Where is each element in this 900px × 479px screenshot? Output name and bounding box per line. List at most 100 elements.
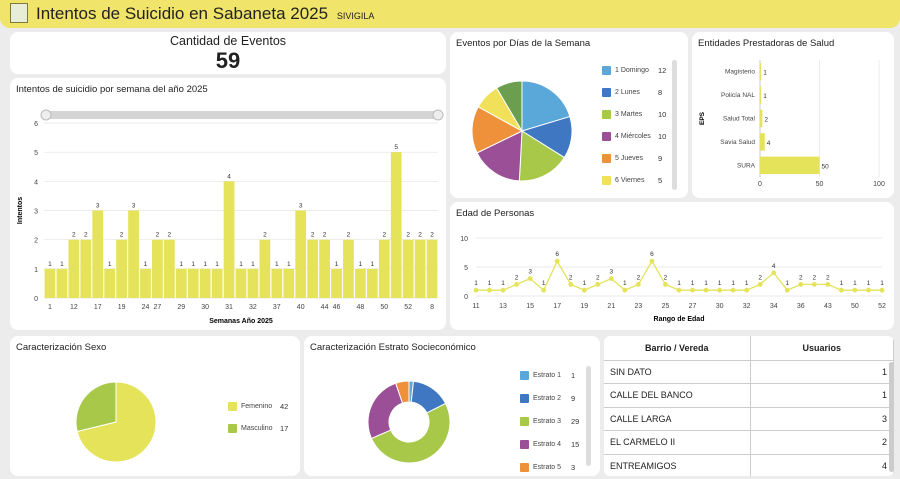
eps-chart-title: Entidades Prestadoras de Salud (698, 38, 835, 49)
barrio-cell: CALLE LARGA (604, 407, 751, 431)
usuarios-cell: 4 (750, 454, 894, 476)
usuarios-cell: 1 (750, 383, 894, 408)
sex-pie-slice (75, 381, 117, 433)
x-tick-label: 17 (553, 303, 561, 310)
point-value-label: 2 (664, 274, 668, 281)
x-tick-label: 36 (797, 303, 805, 310)
point-value-label: 6 (555, 251, 559, 258)
table-row[interactable]: EL CARMELO II 2 (604, 430, 894, 455)
legend-label: 2 Lunes (615, 89, 640, 96)
bar-value-label: 1 (275, 261, 279, 268)
table-row[interactable]: SIN DATO 1 (604, 360, 894, 384)
y-tick-label: 5 (34, 150, 38, 157)
bar-value-label: 1 (203, 261, 207, 268)
legend-item[interactable]: 6 Viernes 5 (602, 176, 662, 185)
bar (140, 268, 151, 298)
page-title-text: Intentos de Suicidio en Sabaneta 2025 (36, 4, 329, 23)
bar-value-label: 2 (406, 232, 410, 239)
data-point (852, 287, 858, 293)
category-label: Savia Salud (720, 139, 755, 146)
legend-swatch (602, 154, 611, 163)
x-tick-label: 13 (499, 303, 507, 310)
bar-value-label: 1 (108, 261, 112, 268)
barrio-cell: ENTREAMIGOS (604, 454, 751, 476)
bar (116, 239, 127, 298)
legend-item[interactable]: Estrato 3 29 (520, 417, 579, 426)
x-tick-label: 17 (94, 304, 102, 311)
legend-item[interactable]: Estrato 5 3 (520, 463, 575, 472)
kpi-value: 59 (215, 48, 241, 73)
data-point (514, 282, 519, 287)
data-point (744, 287, 750, 293)
x-tick-label: 21 (607, 303, 615, 310)
column-header-usuarios[interactable]: Usuarios (750, 336, 894, 361)
bar-value-label: 50 (822, 163, 830, 170)
data-point (622, 287, 628, 293)
barrio-cell: EL CARMELO II (604, 430, 751, 455)
point-value-label: 1 (691, 280, 695, 287)
x-tick-label: 37 (273, 304, 281, 311)
kpi-card: Cantidad de Eventos 59 (10, 32, 446, 74)
legend-item[interactable]: Femenino 42 (228, 402, 288, 411)
data-point (717, 287, 722, 293)
estrato-chart-card: Caracterización Estrato Socieconómico Es… (304, 336, 600, 476)
bar-value-label: 2 (430, 232, 434, 239)
data-point (581, 287, 587, 293)
legend-swatch (228, 402, 237, 411)
bar (128, 210, 139, 298)
legend-item[interactable]: 3 Martes 10 (602, 110, 666, 119)
bar-value-label: 2 (156, 232, 160, 239)
legend-item[interactable]: Estrato 2 9 (520, 394, 575, 403)
data-point (730, 287, 736, 293)
legend-item[interactable]: 2 Lunes 8 (602, 88, 662, 97)
x-tick-label: 19 (118, 304, 126, 311)
point-value-label: 1 (731, 280, 735, 287)
legend-swatch (520, 394, 529, 403)
days-pie-slice (476, 130, 523, 182)
bar-value-label: 2 (168, 232, 172, 239)
bar (104, 268, 116, 298)
legend-value: 9 (571, 394, 576, 403)
point-value-label: 1 (677, 280, 681, 287)
legend-item[interactable]: 4 Miércoles 10 (602, 132, 666, 141)
legend-item[interactable]: Masculino 17 (228, 424, 288, 433)
bar-value-label: 1 (763, 93, 767, 100)
legend-item[interactable]: Estrato 1 1 (520, 371, 575, 380)
days-chart-card: Eventos por Días de la Semana 1 Domingo 1… (450, 32, 688, 198)
legend-value: 12 (658, 66, 667, 75)
category-label: Magisterio (725, 69, 755, 76)
days-legend-scrollbar[interactable] (672, 60, 677, 190)
table-row[interactable]: ENTREAMIGOS 4 (604, 454, 894, 476)
estrato-legend-scrollbar[interactable] (586, 366, 591, 466)
bar-value-label: 1 (371, 261, 375, 268)
x-tick-label: 32 (743, 303, 751, 310)
x-tick-label: 11 (472, 303, 479, 310)
table-row[interactable]: CALLE DEL BANCO 1 (604, 383, 894, 408)
bar (211, 268, 223, 298)
table-scrollbar[interactable] (889, 362, 894, 472)
usuarios-cell: 1 (750, 360, 894, 384)
x-tick-label: 12 (70, 304, 78, 311)
legend-item[interactable]: 1 Domingo 12 (602, 66, 666, 75)
x-tick-label: 19 (580, 303, 588, 310)
bar-value-label: 3 (299, 203, 303, 210)
column-header-barrio[interactable]: Barrio / Vereda (604, 336, 751, 361)
y-axis-label: EPS (699, 111, 706, 125)
bar-value-label: 2 (382, 232, 386, 239)
legend-item[interactable]: 5 Jueves 9 (602, 154, 662, 163)
bar-value-label: 1 (239, 261, 243, 268)
x-tick-label: 50 (816, 181, 824, 188)
bar-value-label: 4 (227, 173, 231, 180)
table-row[interactable]: CALLE LARGA 3 (604, 407, 894, 431)
legend-item[interactable]: Estrato 4 15 (520, 440, 579, 449)
point-value-label: 1 (745, 280, 749, 287)
x-tick-label: 30 (716, 303, 724, 310)
bar (247, 268, 259, 298)
x-tick-label: 29 (177, 304, 185, 311)
data-point (554, 258, 560, 264)
bar-value-label: 2 (120, 232, 124, 239)
bar-value-label: 1 (144, 261, 148, 268)
bar (319, 239, 330, 298)
legend-value: 10 (658, 132, 667, 141)
point-value-label: 2 (569, 274, 573, 281)
